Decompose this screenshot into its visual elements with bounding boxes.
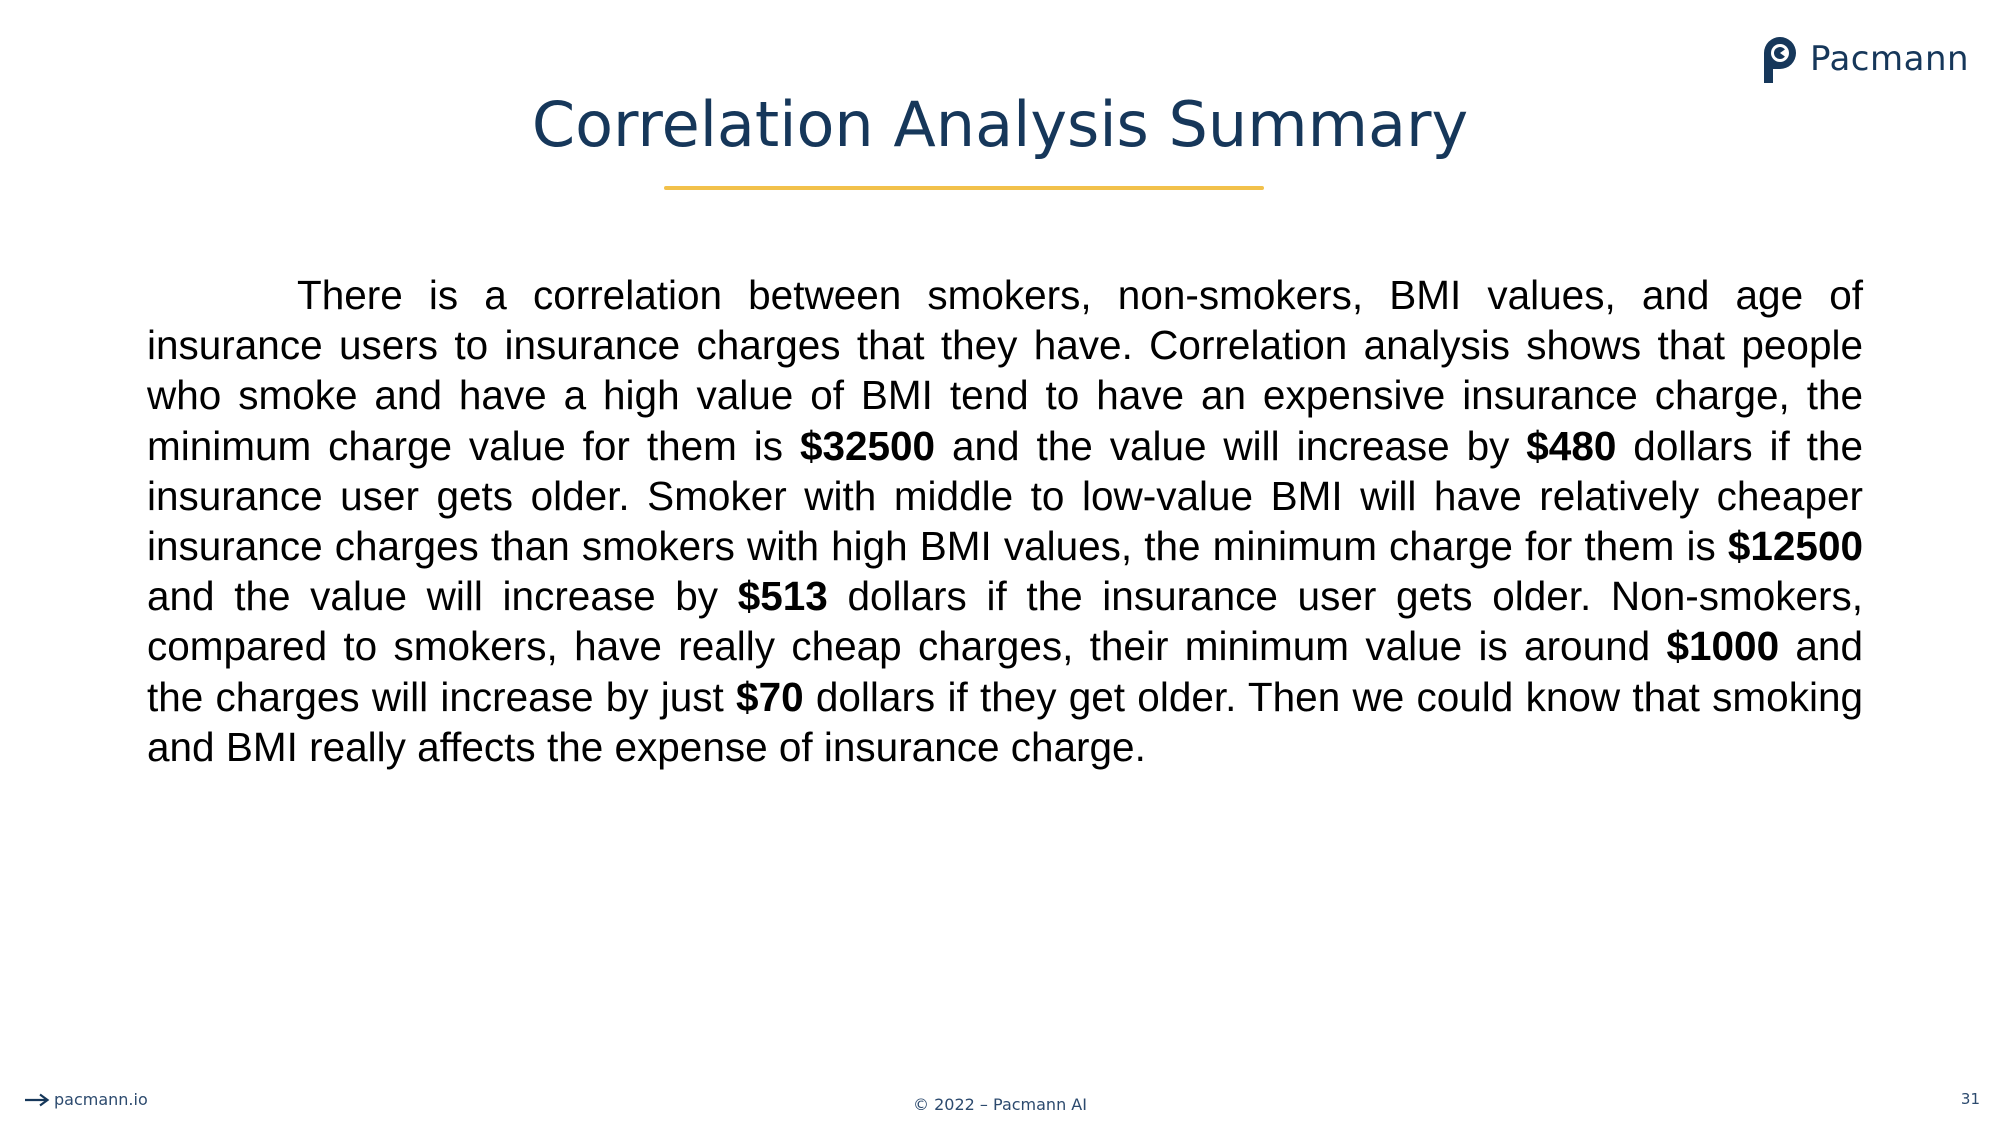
arrow-right-icon	[25, 1093, 50, 1106]
summary-text-6: and the charges will increase by just	[147, 623, 1863, 720]
summary-text-3: dollars if the insurance user gets older…	[147, 422, 1863, 570]
increase-low-bmi-smoker: $513	[737, 573, 828, 620]
summary-paragraph: There is a correlation between smokers, …	[147, 270, 1863, 772]
footer-link-text[interactable]: pacmann.io	[54, 1090, 148, 1109]
min-charge-high-bmi-smoker: $32500	[799, 422, 936, 469]
page-number: 31	[1960, 1090, 1980, 1108]
summary-text-2: and the value will increase by	[935, 422, 1527, 469]
increase-non-smoker: $70	[736, 673, 804, 720]
pacmann-logo-icon	[1764, 37, 1796, 83]
summary-text-7: dollars if they get older. Then we could…	[147, 673, 1863, 770]
increase-high-bmi-smoker: $480	[1526, 422, 1617, 469]
footer-link[interactable]: pacmann.io	[24, 1090, 148, 1109]
brand-logo: Pacmann	[1760, 33, 1969, 85]
title-underline	[664, 186, 1264, 190]
summary-text-5: dollars if the insurance user gets older…	[147, 573, 1863, 670]
footer-copyright: © 2022 – Pacmann AI	[913, 1095, 1087, 1114]
min-charge-non-smoker: $1000	[1666, 623, 1780, 670]
min-charge-low-bmi-smoker: $12500	[1727, 523, 1863, 570]
summary-text-1: There is a correlation between smokers, …	[147, 272, 1863, 469]
page-title: Correlation Analysis Summary	[531, 88, 1469, 161]
brand-logo-text: Pacmann	[1810, 39, 1970, 79]
summary-text-4: and the value will increase by	[147, 573, 738, 620]
